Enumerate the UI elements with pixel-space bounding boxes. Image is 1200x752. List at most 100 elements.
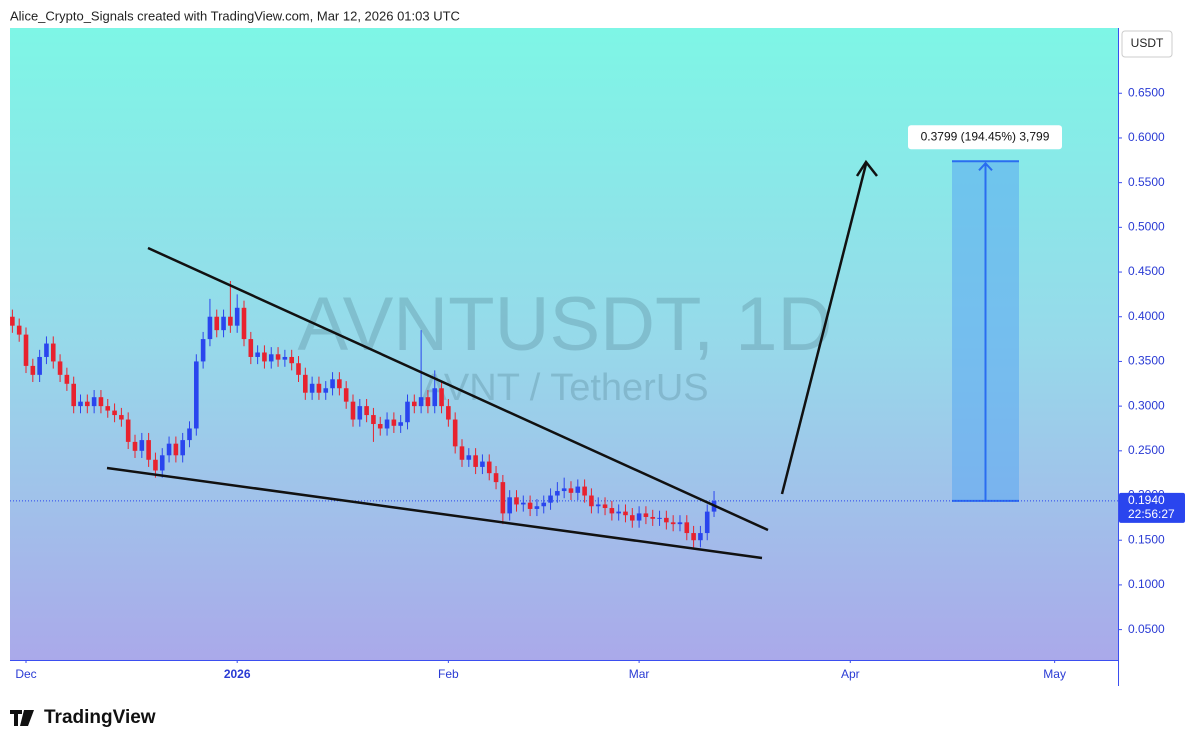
candle-body [698, 533, 703, 541]
currency: USDT [1131, 36, 1164, 50]
candle-body [200, 339, 206, 362]
candle-body [159, 455, 165, 471]
candle-body [432, 388, 438, 407]
y-tick-label: 0.5500 [1128, 175, 1165, 189]
candle-body [64, 374, 70, 384]
y-tick-label: 0.5000 [1128, 220, 1165, 234]
footer-brand: TradingView [44, 707, 156, 728]
candle-body [112, 410, 117, 416]
candle-body [684, 522, 690, 534]
candle-body [398, 422, 403, 426]
candle-body [241, 307, 247, 340]
candle-body [180, 440, 185, 456]
candle-body [255, 352, 260, 357]
candle-body [296, 363, 301, 375]
y-tick-label: 0.3000 [1128, 398, 1165, 412]
x-tick-label: Mar [629, 667, 650, 681]
candle-body [119, 415, 124, 420]
candle-body [486, 461, 492, 474]
currency-button[interactable] [1121, 30, 1173, 58]
candle-body [629, 515, 635, 521]
candle-body [466, 455, 472, 460]
y-tick-label: 0.6500 [1128, 85, 1165, 99]
candle-body [350, 401, 356, 420]
candle-body [500, 482, 506, 514]
candle-body [384, 419, 390, 429]
candle-body [664, 517, 669, 523]
candle-body [412, 401, 417, 407]
candle-body [616, 511, 621, 514]
measure-arrow-head [978, 161, 993, 171]
candle-body [275, 354, 281, 360]
candle-body [650, 516, 656, 519]
candle-body [561, 488, 567, 492]
x-tick-label: Dec [15, 667, 36, 681]
countdown: 22:56:27 [1128, 507, 1175, 521]
candle-body [289, 356, 294, 364]
candle-body [139, 440, 145, 451]
candle-body [418, 397, 424, 407]
footer-logo: TradingView [10, 707, 156, 728]
candle-body [187, 428, 192, 441]
candle-body [194, 361, 199, 429]
logo-mark [10, 710, 34, 726]
candle-body [541, 502, 547, 507]
candle-body [234, 307, 240, 326]
candle-body [595, 504, 601, 507]
candle-body [602, 504, 608, 509]
candle-body [473, 455, 478, 467]
candle-body [282, 356, 288, 360]
x-tick-label: Apr [841, 667, 860, 681]
candle-body [643, 513, 649, 517]
candle-body [623, 511, 628, 516]
candle-body [316, 383, 322, 393]
candle-body [439, 388, 444, 407]
candle-body [343, 388, 349, 402]
candle-body [303, 374, 308, 393]
candle-body [146, 440, 151, 460]
candle-body [23, 334, 29, 366]
candle-body [589, 495, 594, 507]
candle-body [493, 473, 499, 483]
candle-body [555, 491, 560, 496]
candle-body [405, 401, 410, 423]
candle-body [452, 419, 458, 447]
candle-body [330, 379, 335, 389]
candle-body [30, 365, 36, 375]
measure-label: 0.3799 (194.45%) 3,799 [921, 129, 1050, 143]
candle-body [71, 383, 76, 407]
candle-body [166, 443, 172, 456]
candle-body [575, 486, 581, 493]
candle-body [153, 459, 158, 471]
candle-body [534, 506, 540, 509]
projection-arrow [780, 163, 868, 495]
candle-body [132, 441, 138, 451]
last-price-label: 0.1940 [1128, 493, 1165, 507]
candle-body [16, 325, 22, 335]
candle-body [105, 406, 111, 411]
candle-body [248, 339, 254, 357]
data-layer: 0.05000.10000.15000.20000.25000.30000.35… [10, 85, 1185, 681]
y-tick-label: 0.1000 [1128, 577, 1165, 591]
candle-body [371, 415, 376, 425]
candle-body [337, 379, 342, 389]
candle-body [691, 533, 696, 541]
candle-body [391, 419, 397, 426]
y-tick-label: 0.3500 [1128, 354, 1165, 368]
candle-body [268, 354, 274, 362]
candle-body [228, 316, 233, 326]
candle-body [446, 406, 451, 420]
y-tick-label: 0.4500 [1128, 264, 1165, 278]
candle-body [520, 502, 526, 505]
candle-body [670, 522, 676, 525]
candle-body [214, 316, 220, 331]
trendline-lower [106, 466, 763, 560]
candle-body [425, 397, 431, 407]
trendline-upper [147, 246, 769, 532]
candle-body [507, 497, 512, 514]
candle-body [548, 495, 553, 503]
candle-body [262, 352, 267, 362]
candle-body [704, 511, 710, 534]
